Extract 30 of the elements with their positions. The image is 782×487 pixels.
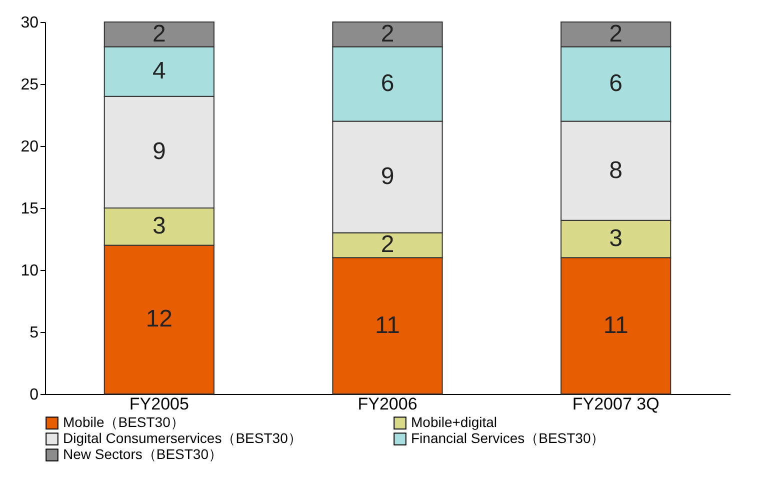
x-tick-label: FY2005	[129, 394, 189, 414]
data-label: 6	[380, 70, 394, 97]
y-tick-label: 0	[30, 386, 39, 404]
legend-label: Mobile（BEST30）	[63, 414, 184, 430]
data-label: 3	[609, 225, 623, 252]
data-label: 2	[380, 20, 394, 48]
data-label: 9	[380, 163, 394, 190]
y-tick-label: 15	[20, 200, 39, 218]
data-label: 6	[609, 70, 623, 97]
y-tick-label: 5	[30, 324, 39, 342]
legend-label: Mobile+digital	[411, 414, 497, 430]
data-label: 2	[380, 231, 394, 258]
data-label: 9	[152, 138, 166, 166]
legend-label: Digital Consumerservices（BEST30）	[63, 430, 302, 446]
data-label: 3	[152, 212, 166, 240]
y-tick-label: 30	[20, 14, 39, 32]
data-label: 2	[152, 20, 166, 48]
data-label: 8	[609, 156, 623, 184]
x-tick-label: FY2006	[358, 394, 418, 414]
data-label: 11	[375, 312, 400, 339]
data-label: 11	[603, 312, 628, 339]
data-label: 4	[152, 58, 166, 85]
legend-label: New Sectors（BEST30）	[63, 446, 222, 462]
x-tick-label: FY2007 3Q	[572, 394, 660, 414]
data-label: 2	[609, 20, 623, 48]
y-tick-label: 20	[20, 138, 39, 156]
y-tick-label: 25	[20, 76, 39, 94]
legend-label: Financial Services（BEST30）	[411, 430, 605, 446]
y-tick-label: 10	[20, 262, 39, 280]
data-label: 12	[146, 306, 173, 333]
